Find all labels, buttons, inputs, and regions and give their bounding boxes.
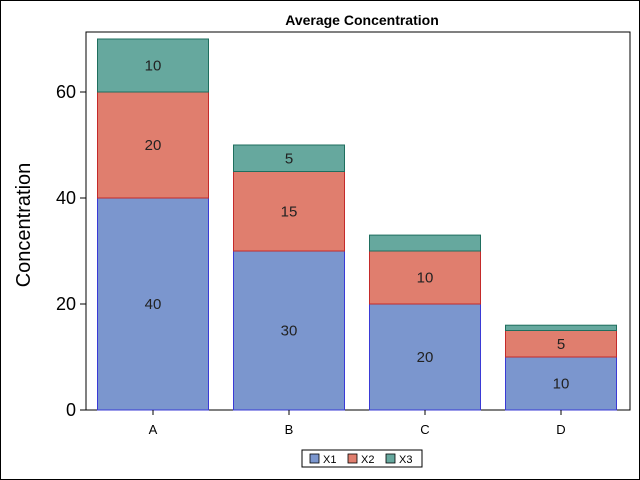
legend: X1 X2 X3	[301, 449, 423, 468]
data-label: 20	[145, 137, 162, 154]
y-tick-label: 60	[56, 82, 76, 102]
bar-x2-c	[369, 250, 481, 305]
y-tick-label: 40	[56, 188, 76, 208]
legend-label-x2: X2	[361, 454, 374, 466]
data-label: 20	[417, 349, 434, 366]
y-tick-label: 20	[56, 294, 76, 314]
x-tick-label: B	[285, 422, 294, 437]
bar-x3-b	[233, 144, 345, 172]
x-tick-label: A	[149, 422, 158, 437]
chart-title: Average Concentration	[285, 12, 439, 28]
y-axis-label: Concentration	[13, 163, 35, 288]
data-label: 10	[417, 270, 434, 287]
legend-swatch-x2	[347, 453, 358, 464]
legend-swatch-x1	[309, 453, 320, 464]
x-tick-label: C	[420, 422, 429, 437]
bar-x3-a	[97, 38, 209, 93]
data-label: 10	[553, 376, 570, 393]
y-tick-label: 0	[66, 400, 76, 420]
bar-x3-c	[369, 234, 481, 252]
data-label: 30	[281, 323, 298, 340]
plot-area	[85, 31, 631, 411]
bar-x2-d	[505, 330, 617, 358]
bar-x2-b	[233, 171, 345, 252]
x-tick-label: D	[556, 422, 565, 437]
bar-x1-a	[97, 197, 209, 411]
data-label: 40	[145, 296, 162, 313]
bar-x1-c	[369, 303, 481, 411]
data-label: 10	[145, 58, 162, 75]
data-label: 5	[557, 336, 565, 353]
legend-swatch-x3	[385, 453, 396, 464]
legend-label-x3: X3	[399, 454, 412, 466]
data-label: 15	[281, 203, 298, 220]
bar-x3-d	[505, 324, 617, 332]
legend-label-x1: X1	[323, 454, 336, 466]
bar-x1-d	[505, 356, 617, 411]
data-label: 5	[285, 150, 293, 167]
